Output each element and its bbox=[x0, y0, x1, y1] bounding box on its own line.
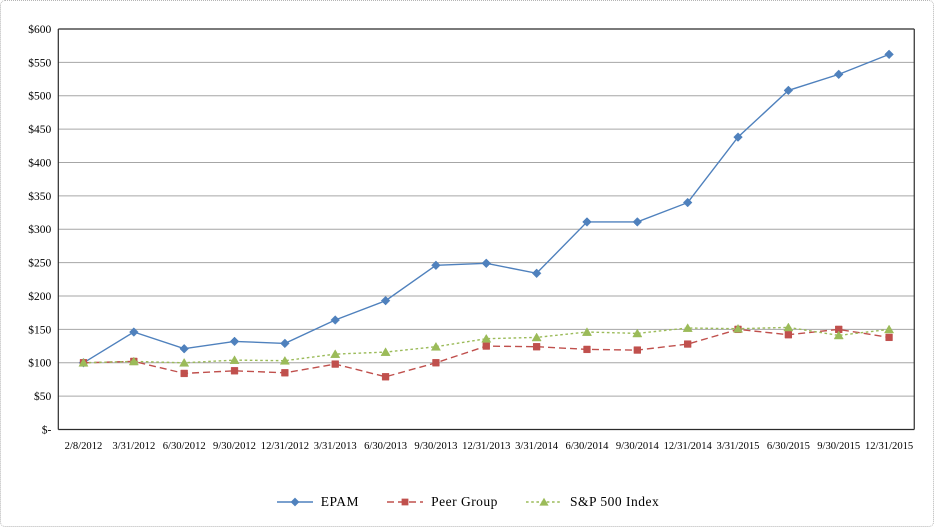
epam-marker bbox=[380, 295, 391, 306]
peer-group-marker bbox=[684, 340, 692, 348]
epam-series-icon bbox=[276, 497, 313, 507]
x-axis-tick-label: 6/30/2014 bbox=[566, 441, 610, 452]
x-axis-tick-label: 9/30/2014 bbox=[616, 441, 660, 452]
epam-marker bbox=[431, 260, 441, 271]
s-p-500-index-marker bbox=[279, 355, 290, 365]
x-axis-tick-label: 3/31/2013 bbox=[314, 441, 357, 452]
legend-item-epam: EPAM bbox=[275, 494, 359, 510]
legend-item-peer-group: Peer Group bbox=[385, 494, 498, 510]
stock-performance-chart: $- $50 $100 $150 $200 $250 $300 $350 $400 $450 $50… bbox=[28, 23, 915, 452]
y-axis-tick-label: $400 bbox=[28, 156, 51, 169]
y-axis-tick-label: $100 bbox=[28, 357, 51, 370]
epam-marker bbox=[884, 49, 894, 60]
s-p-500-index-marker bbox=[531, 332, 542, 342]
y-axis-tick-label: $200 bbox=[28, 290, 51, 303]
x-axis-tick-label: 3/31/2012 bbox=[112, 441, 155, 452]
peer-group-marker bbox=[230, 367, 239, 375]
epam-marker bbox=[330, 315, 340, 325]
peer-group-marker bbox=[583, 345, 591, 354]
x-axis-tick-label: 6/30/2015 bbox=[767, 441, 810, 452]
s-p-500-index-marker bbox=[632, 328, 643, 338]
epam-marker bbox=[280, 338, 290, 349]
legend-label-sp500: S&P 500 Index bbox=[569, 494, 660, 509]
y-axis-tick-label: $500 bbox=[28, 90, 51, 103]
y-axis-tick-label: $450 bbox=[28, 123, 51, 136]
epam-marker bbox=[632, 217, 643, 227]
x-axis-tick-label: 2/8/2012 bbox=[65, 441, 103, 452]
epam-marker bbox=[582, 217, 592, 227]
y-axis-tick-label: $50 bbox=[34, 390, 52, 403]
x-axis-tick-label: 12/31/2014 bbox=[664, 441, 713, 452]
epam-marker bbox=[682, 197, 693, 208]
epam-legend-marker-icon bbox=[290, 497, 300, 507]
peer-group-marker bbox=[432, 359, 440, 367]
peer-group-marker bbox=[784, 331, 793, 339]
epam-marker bbox=[229, 336, 240, 347]
s-p-500-index-marker bbox=[833, 330, 844, 340]
peer-group-series-icon bbox=[387, 498, 424, 506]
y-axis-tick-label: $550 bbox=[28, 56, 51, 69]
x-axis-tick-label: 9/30/2012 bbox=[213, 441, 256, 452]
x-axis-tick-label: 12/31/2015 bbox=[865, 441, 913, 452]
s-p-500-index-marker bbox=[78, 357, 89, 367]
x-axis-tick-label: 9/30/2015 bbox=[817, 441, 860, 452]
y-axis-tick-label: $300 bbox=[28, 223, 51, 236]
s-p-500-index-marker bbox=[229, 355, 240, 364]
epam-marker bbox=[783, 85, 794, 96]
sp500-series-icon bbox=[525, 497, 562, 506]
peer-group-marker bbox=[633, 346, 641, 354]
s-p-500-index-marker bbox=[128, 356, 139, 366]
y-axis-tick-label: $- bbox=[42, 423, 52, 436]
y-axis-tick-label: $150 bbox=[28, 323, 51, 336]
s-p-500-index-marker bbox=[581, 327, 593, 336]
x-axis-tick-label: 12/31/2013 bbox=[462, 441, 510, 452]
peer-group-marker bbox=[482, 342, 490, 350]
epam-marker bbox=[833, 69, 844, 80]
y-axis-tick-label: $250 bbox=[28, 257, 51, 270]
s-p-500-index-marker bbox=[732, 323, 744, 333]
peer-group-legend-marker-icon bbox=[401, 498, 409, 506]
s-p-500-index-marker bbox=[481, 333, 492, 343]
x-axis-tick-label: 6/30/2013 bbox=[364, 441, 407, 452]
s-p-500-index-marker bbox=[380, 347, 391, 356]
s-p-500-index-marker bbox=[430, 341, 441, 351]
peer-group-marker bbox=[532, 343, 541, 351]
s-p-500-index-marker bbox=[330, 349, 341, 358]
s-p-500-index-legend-marker-icon bbox=[539, 497, 549, 506]
epam-marker bbox=[733, 132, 743, 142]
chart-legend: EPAM Peer Group S&P 500 Index bbox=[0, 494, 934, 510]
epam-marker bbox=[531, 268, 542, 279]
x-axis-tick-label: 12/31/2012 bbox=[261, 441, 309, 452]
peer-group-marker bbox=[381, 373, 390, 381]
x-axis-tick-label: 3/31/2015 bbox=[717, 441, 760, 452]
peer-group-marker bbox=[180, 369, 188, 378]
peer-group-marker bbox=[281, 369, 289, 377]
epam-marker bbox=[481, 258, 492, 269]
epam-series-line bbox=[83, 53, 890, 364]
peer-group-marker bbox=[331, 360, 339, 368]
s-p-500-index-marker bbox=[783, 322, 794, 332]
legend-item-sp500: S&P 500 Index bbox=[524, 494, 659, 510]
legend-label-peer-group: Peer Group bbox=[431, 494, 498, 509]
x-axis-tick-label: 6/30/2012 bbox=[163, 441, 206, 452]
peer-group-marker bbox=[885, 333, 893, 342]
x-axis-tick-label: 9/30/2013 bbox=[414, 441, 457, 452]
s-p-500-index-marker bbox=[884, 324, 895, 334]
y-axis-tick-label: $350 bbox=[28, 190, 51, 203]
x-axis-tick-label: 3/31/2014 bbox=[515, 441, 559, 452]
legend-label-epam: EPAM bbox=[320, 494, 360, 509]
s-p-500-index-marker bbox=[179, 357, 190, 367]
s-p-500-index-marker bbox=[682, 323, 693, 332]
epam-marker bbox=[179, 343, 189, 354]
y-axis-tick-label: $600 bbox=[28, 23, 51, 36]
peer-group-marker bbox=[835, 325, 843, 334]
epam-marker bbox=[129, 327, 139, 337]
